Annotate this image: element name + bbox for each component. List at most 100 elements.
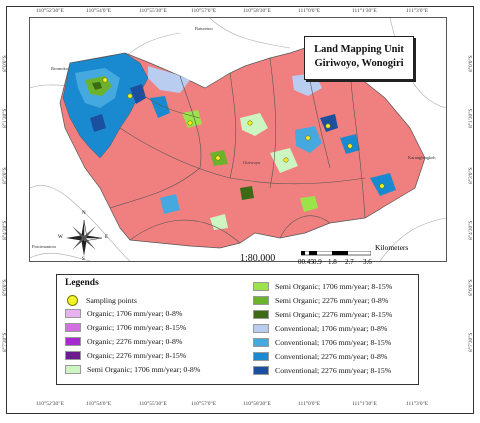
legend-swatch [253, 324, 269, 333]
scale-tick: 2.7 [345, 258, 354, 266]
coord-label: 8°1'30"S [2, 108, 8, 129]
scale-tick: 00.45 [298, 258, 314, 266]
legend-label: Conventional; 2276 mm/year; 0-8% [275, 352, 388, 361]
legend-item: Organic; 2276 mm/year; 8-15% [65, 351, 186, 360]
legend-label: Conventional; 1706 mm/year; 8-15% [275, 338, 392, 347]
legend-panel: Legends Sampling points Organic; 1706 mm… [56, 274, 419, 385]
legend-item: Organic; 1706 mm/year; 0-8% [65, 309, 182, 318]
coord-label: 110°55'30"E [139, 8, 167, 14]
legend-swatch [253, 366, 269, 375]
legend-item-sampling-points: Sampling points [65, 295, 137, 306]
scale-ratio: 1:80.000 [240, 253, 276, 264]
legend-item: Organic; 1706 mm/year; 8-15% [65, 323, 186, 332]
land-unit-conventional-dark [130, 84, 146, 104]
compass-label: E [105, 235, 109, 240]
land-unit-conventional-dark [320, 114, 338, 132]
legend-label: Sampling points [86, 296, 137, 305]
land-unit-conventional-light [160, 194, 180, 214]
legend-label: Organic; 2276 mm/year; 0-8% [87, 337, 183, 346]
coord-label: 110°55'30"E [139, 401, 167, 407]
sampling-point [347, 143, 353, 149]
scale-tick: 0.9 [313, 258, 322, 266]
coord-label: 110°52'30"E [36, 401, 64, 407]
legend-item: Semi Organic; 1706 mm/year; 8-15% [253, 282, 392, 291]
legend-item: Conventional; 1706 mm/year; 8-15% [253, 338, 391, 347]
coord-label: 110°54'0"E [86, 401, 112, 407]
sampling-point [215, 155, 221, 161]
legend-label: Organic; 2276 mm/year; 8-15% [87, 351, 187, 360]
sampling-point [283, 157, 289, 163]
coord-label: 8°4'30"S [468, 220, 474, 241]
coord-label: 8°1'30"S [468, 108, 474, 129]
map-title-box: Land Mapping Unit Giriwoyo, Wonogiri [304, 36, 414, 80]
coord-label: 8°0'0"S [468, 55, 474, 72]
map-subtitle: Giriwoyo, Wonogiri [314, 58, 404, 69]
legend-swatch [65, 337, 81, 346]
coord-label: 111°0'0"E [298, 8, 321, 14]
coord-label: 111°1'30"E [352, 8, 377, 14]
compass-label: N [82, 211, 86, 216]
sampling-point [187, 120, 193, 126]
coord-label: 8°3'0"S [2, 167, 8, 184]
land-unit-semiorganic-dark [240, 186, 254, 200]
legend-label: Semi Organic; 2276 mm/year; 0-8% [275, 296, 389, 305]
coord-label: 8°4'30"S [2, 220, 8, 241]
legend-swatch [65, 351, 81, 360]
land-unit-conventional-dark [90, 114, 106, 132]
legend-label: Semi Organic; 2276 mm/year; 8-15% [275, 310, 393, 319]
coord-label: 8°7'30"S [2, 332, 8, 353]
legend-item: Conventional; 2276 mm/year; 0-8% [253, 352, 387, 361]
legend-swatch [253, 296, 269, 305]
sampling-point [127, 93, 133, 99]
legend-item: Semi Organic; 2276 mm/year; 8-15% [253, 310, 392, 319]
coord-label: 111°3'0"E [406, 8, 429, 14]
legend-item: Semi Organic; 2276 mm/year; 0-8% [253, 296, 388, 305]
scale-bar: Kilometers 00.45 0.9 1.8 2.7 3.6 [298, 243, 408, 266]
north-arrow-icon: N S E W [58, 211, 108, 262]
legend-label: Semi Organic; 1706 mm/year; 8-15% [275, 282, 393, 291]
legend-swatch [253, 352, 269, 361]
land-unit-semiorganic-pale [240, 113, 268, 136]
legend-label: Conventional; 1706 mm/year; 0-8% [275, 324, 388, 333]
legend-swatch [253, 310, 269, 319]
map-title: Land Mapping Unit [314, 44, 404, 55]
coord-label: 111°1'30"E [352, 401, 377, 407]
land-unit-semiorganic-light [300, 196, 318, 212]
legend-label: Conventional; 2276 mm/year; 8-15% [275, 366, 392, 375]
coord-label: 8°3'0"S [468, 167, 474, 184]
place-label: Pracimantoro [32, 244, 57, 249]
land-unit-semiorganic-pale [210, 214, 228, 230]
place-label: Bromoko [51, 66, 69, 71]
map-svg [30, 18, 446, 261]
coord-label: 110°58'30"E [243, 8, 271, 14]
legend-title: Legends [65, 278, 99, 288]
sampling-point [325, 123, 331, 129]
legend-item: Semi Organic; 1706 mm/year; 0-8% [65, 365, 200, 374]
place-label: Giriwoyo [243, 160, 261, 165]
coord-label: 111°0'0"E [298, 401, 321, 407]
coord-label: 110°52'30"E [36, 8, 64, 14]
legend-label: Semi Organic; 1706 mm/year; 0-8% [87, 365, 201, 374]
coord-label: 110°54'0"E [86, 8, 112, 14]
sampling-points [102, 77, 385, 189]
legend-swatch [253, 338, 269, 347]
sampling-point [102, 77, 108, 83]
sampling-point-icon [67, 295, 78, 306]
legend-item: Conventional; 2276 mm/year; 8-15% [253, 366, 391, 375]
land-unit-conventional-pale [148, 66, 190, 93]
legend-swatch [65, 309, 81, 318]
compass-label: W [58, 235, 63, 240]
legend-swatch [65, 365, 81, 374]
coord-label: 8°6'0"S [468, 279, 474, 296]
sampling-point [379, 183, 385, 189]
coord-label: 110°57'0"E [191, 401, 217, 407]
scale-unit: Kilometers [375, 243, 409, 252]
coord-label: 8°0'0"S [2, 55, 8, 72]
place-label: Baturetno [195, 26, 213, 31]
coord-label: 110°57'0"E [191, 8, 217, 14]
legend-item: Organic; 2276 mm/year; 0-8% [65, 337, 182, 346]
land-unit-conventional-west [150, 96, 170, 118]
scale-tick: 1.8 [328, 258, 337, 266]
land-unit-semiorganic-dark [92, 82, 102, 90]
coord-label: 8°7'30"S [468, 332, 474, 353]
